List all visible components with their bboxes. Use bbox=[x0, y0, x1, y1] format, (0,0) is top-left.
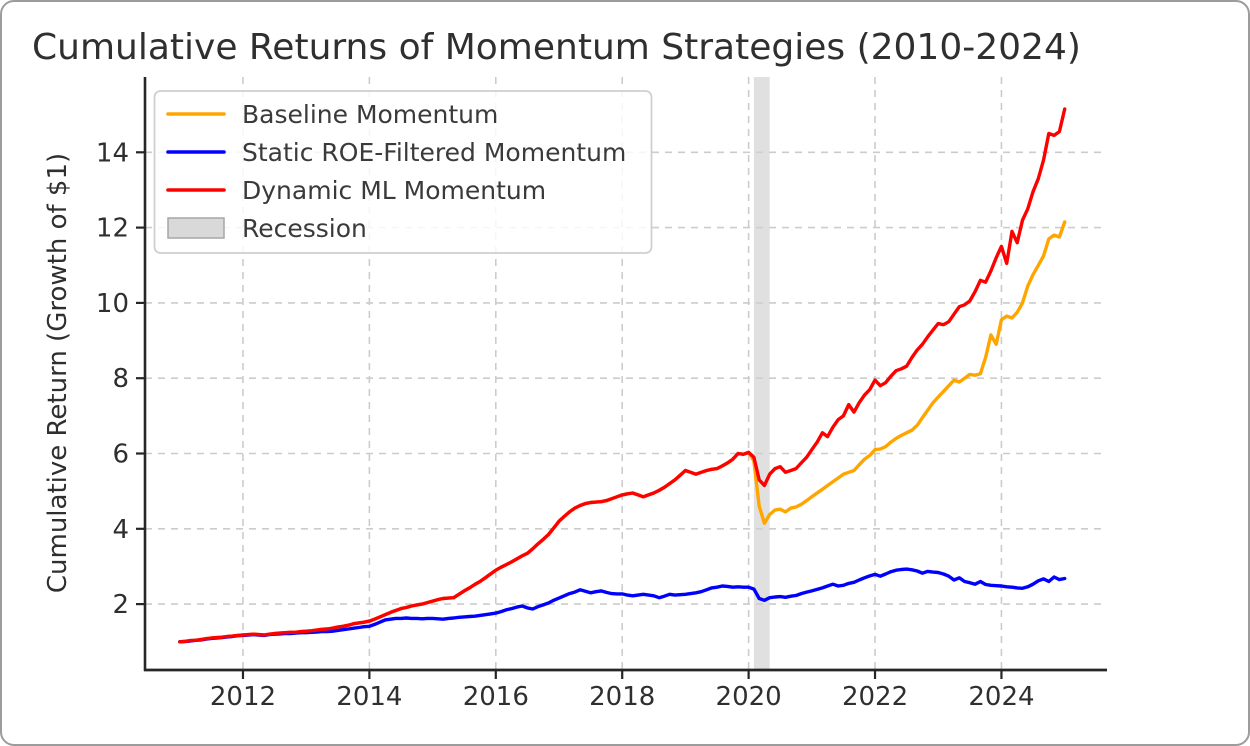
series-line-static-roe-filtered-momentum bbox=[178, 567, 1067, 644]
y-tick-label: 12 bbox=[96, 214, 129, 244]
legend-label-baseline-momentum: Baseline Momentum bbox=[242, 100, 498, 129]
legend-label-recession: Recession bbox=[242, 214, 367, 243]
chart-title: Cumulative Returns of Momentum Strategie… bbox=[32, 27, 1081, 68]
x-tick-label: 2014 bbox=[336, 682, 402, 712]
legend-label-static-roe-filtered-momentum: Static ROE-Filtered Momentum bbox=[242, 138, 626, 167]
y-tick-label: 2 bbox=[112, 590, 129, 620]
x-tick-label: 2024 bbox=[968, 682, 1034, 712]
x-tick-label: 2020 bbox=[716, 682, 782, 712]
y-tick-label: 10 bbox=[96, 289, 129, 319]
y-tick-label: 8 bbox=[112, 364, 129, 394]
recession-band bbox=[753, 77, 770, 670]
x-tick-label: 2022 bbox=[842, 682, 908, 712]
y-tick-label: 4 bbox=[112, 515, 129, 545]
y-axis-label: Cumulative Return (Growth of $1) bbox=[43, 153, 73, 593]
plot-area: 2012 2014 2016 2018 2020 2022 2024 2 4 6 8 10 12 14 bbox=[96, 77, 1107, 712]
y-tick-label: 6 bbox=[112, 440, 129, 470]
legend-box bbox=[153, 90, 653, 254]
series-line-dynamic-ml-momentum bbox=[178, 107, 1067, 644]
x-tick-label: 2012 bbox=[210, 682, 276, 712]
x-tick-label: 2018 bbox=[589, 682, 655, 712]
legend-label-dynamic-ml-momentum: Dynamic ML Momentum bbox=[242, 176, 546, 205]
x-tick-label: 2016 bbox=[463, 682, 529, 712]
legend-swatch-recession bbox=[167, 217, 225, 239]
legend: Baseline Momentum Static ROE-Filtered Mom… bbox=[153, 90, 653, 254]
y-tick-label: 14 bbox=[96, 138, 129, 168]
